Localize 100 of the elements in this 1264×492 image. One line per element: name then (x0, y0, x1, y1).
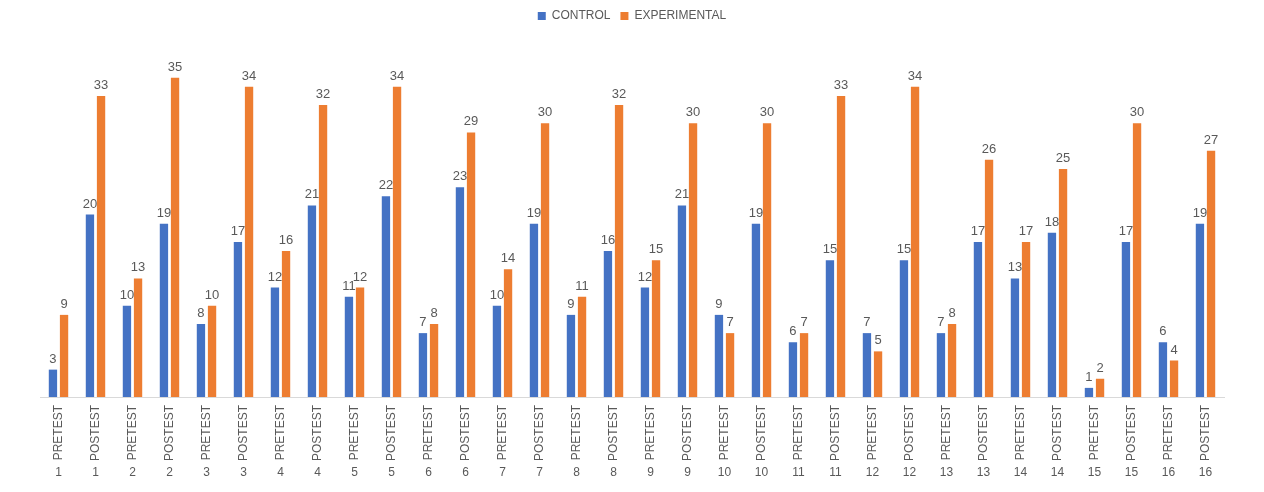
bar (1132, 123, 1142, 397)
bar (492, 305, 502, 397)
data-label: 20 (82, 195, 98, 211)
bar (244, 86, 254, 397)
data-label: 12 (637, 268, 653, 284)
bar (936, 333, 946, 397)
x-tick-label: PRETEST 7 (494, 404, 509, 480)
x-tick-label: POSTEST 2 (161, 404, 176, 480)
x-tick-label: PRETEST 8 (568, 404, 583, 480)
x-tick-label: POSTEST 1 (87, 404, 102, 480)
bar (651, 260, 661, 397)
bar (1058, 168, 1068, 397)
data-label: 3 (49, 350, 57, 366)
x-tick-label: POSTEST 3 (235, 404, 250, 480)
data-label: 6 (1159, 323, 1167, 339)
x-tick-label: POSTEST 12 (901, 404, 917, 480)
bar (577, 296, 587, 397)
data-label: 8 (948, 305, 956, 321)
bar (355, 287, 365, 397)
bar (688, 123, 698, 397)
x-tick-label: PRETEST 9 (642, 404, 657, 480)
bar (862, 333, 872, 397)
bar (503, 269, 513, 397)
data-label: 29 (463, 113, 479, 129)
bar (344, 296, 354, 397)
data-label: 11 (575, 277, 589, 293)
bar (910, 86, 920, 397)
bar (233, 241, 243, 397)
data-label: 19 (156, 204, 172, 220)
bar (270, 287, 280, 397)
data-label: 13 (1007, 259, 1023, 275)
data-label: 30 (1129, 104, 1145, 120)
x-tick-label: POSTEST 6 (457, 404, 472, 480)
legend-label: EXPERIMENTAL (634, 8, 727, 23)
data-label: 35 (167, 58, 183, 74)
x-tick-label: PRETEST 6 (420, 404, 435, 480)
data-label: 34 (241, 67, 257, 83)
data-label: 32 (315, 86, 331, 102)
bar (122, 305, 132, 397)
data-label: 18 (1044, 213, 1060, 229)
data-label: 9 (567, 295, 575, 311)
data-label: 27 (1203, 131, 1219, 147)
x-tick-label: PRETEST 10 (716, 404, 732, 480)
x-tick-label: PRETEST 16 (1160, 404, 1176, 480)
data-label: 33 (93, 76, 109, 92)
bar (1084, 387, 1094, 397)
bar (751, 223, 761, 397)
data-label: 21 (674, 186, 690, 202)
bar (947, 324, 957, 397)
x-tick-label: POSTEST 11 (827, 404, 843, 480)
data-label: 14 (500, 250, 516, 266)
bar (392, 86, 402, 397)
data-label: 6 (789, 323, 797, 339)
data-label: 34 (389, 67, 405, 83)
data-label: 7 (726, 314, 734, 330)
data-label: 7 (863, 314, 871, 330)
bar (714, 314, 724, 397)
data-label: 30 (537, 104, 553, 120)
bar (1010, 278, 1020, 397)
x-tick-label: POSTEST 15 (1123, 404, 1139, 480)
data-label: 21 (304, 186, 320, 202)
data-label: 9 (715, 295, 723, 311)
bar (455, 187, 465, 397)
bar (825, 260, 835, 397)
x-tick-label: POSTEST 9 (679, 404, 694, 480)
bar (133, 278, 143, 397)
x-tick-label: PRETEST 15 (1086, 404, 1102, 480)
data-label: 8 (430, 305, 438, 321)
data-label: 2 (1096, 359, 1104, 375)
bar (1195, 223, 1205, 397)
x-tick-label: PRETEST 12 (864, 404, 880, 480)
bar (1158, 342, 1168, 397)
data-label: 32 (611, 86, 627, 102)
bar (281, 251, 291, 397)
x-tick-label: POSTEST 8 (605, 404, 620, 480)
data-label: 22 (378, 177, 394, 193)
bar (96, 95, 106, 397)
bar (85, 214, 95, 397)
bar (1095, 378, 1105, 397)
bar (381, 196, 391, 397)
bar (1169, 360, 1179, 397)
data-label: 15 (648, 241, 664, 257)
data-label: 10 (204, 286, 220, 302)
bar (48, 369, 58, 397)
bar (429, 324, 439, 397)
data-label: 34 (907, 67, 923, 83)
data-label: 10 (119, 286, 135, 302)
bar (640, 287, 650, 397)
bar (1206, 150, 1216, 397)
bar (1047, 232, 1057, 397)
data-label: 10 (489, 286, 505, 302)
data-label: 16 (600, 232, 616, 248)
bar (899, 260, 909, 397)
data-label: 15 (822, 241, 838, 257)
data-label: 5 (874, 332, 882, 348)
bar (603, 251, 613, 397)
bar (540, 123, 550, 397)
data-label: 9 (60, 295, 68, 311)
bar (1121, 241, 1131, 397)
bar (307, 205, 317, 397)
